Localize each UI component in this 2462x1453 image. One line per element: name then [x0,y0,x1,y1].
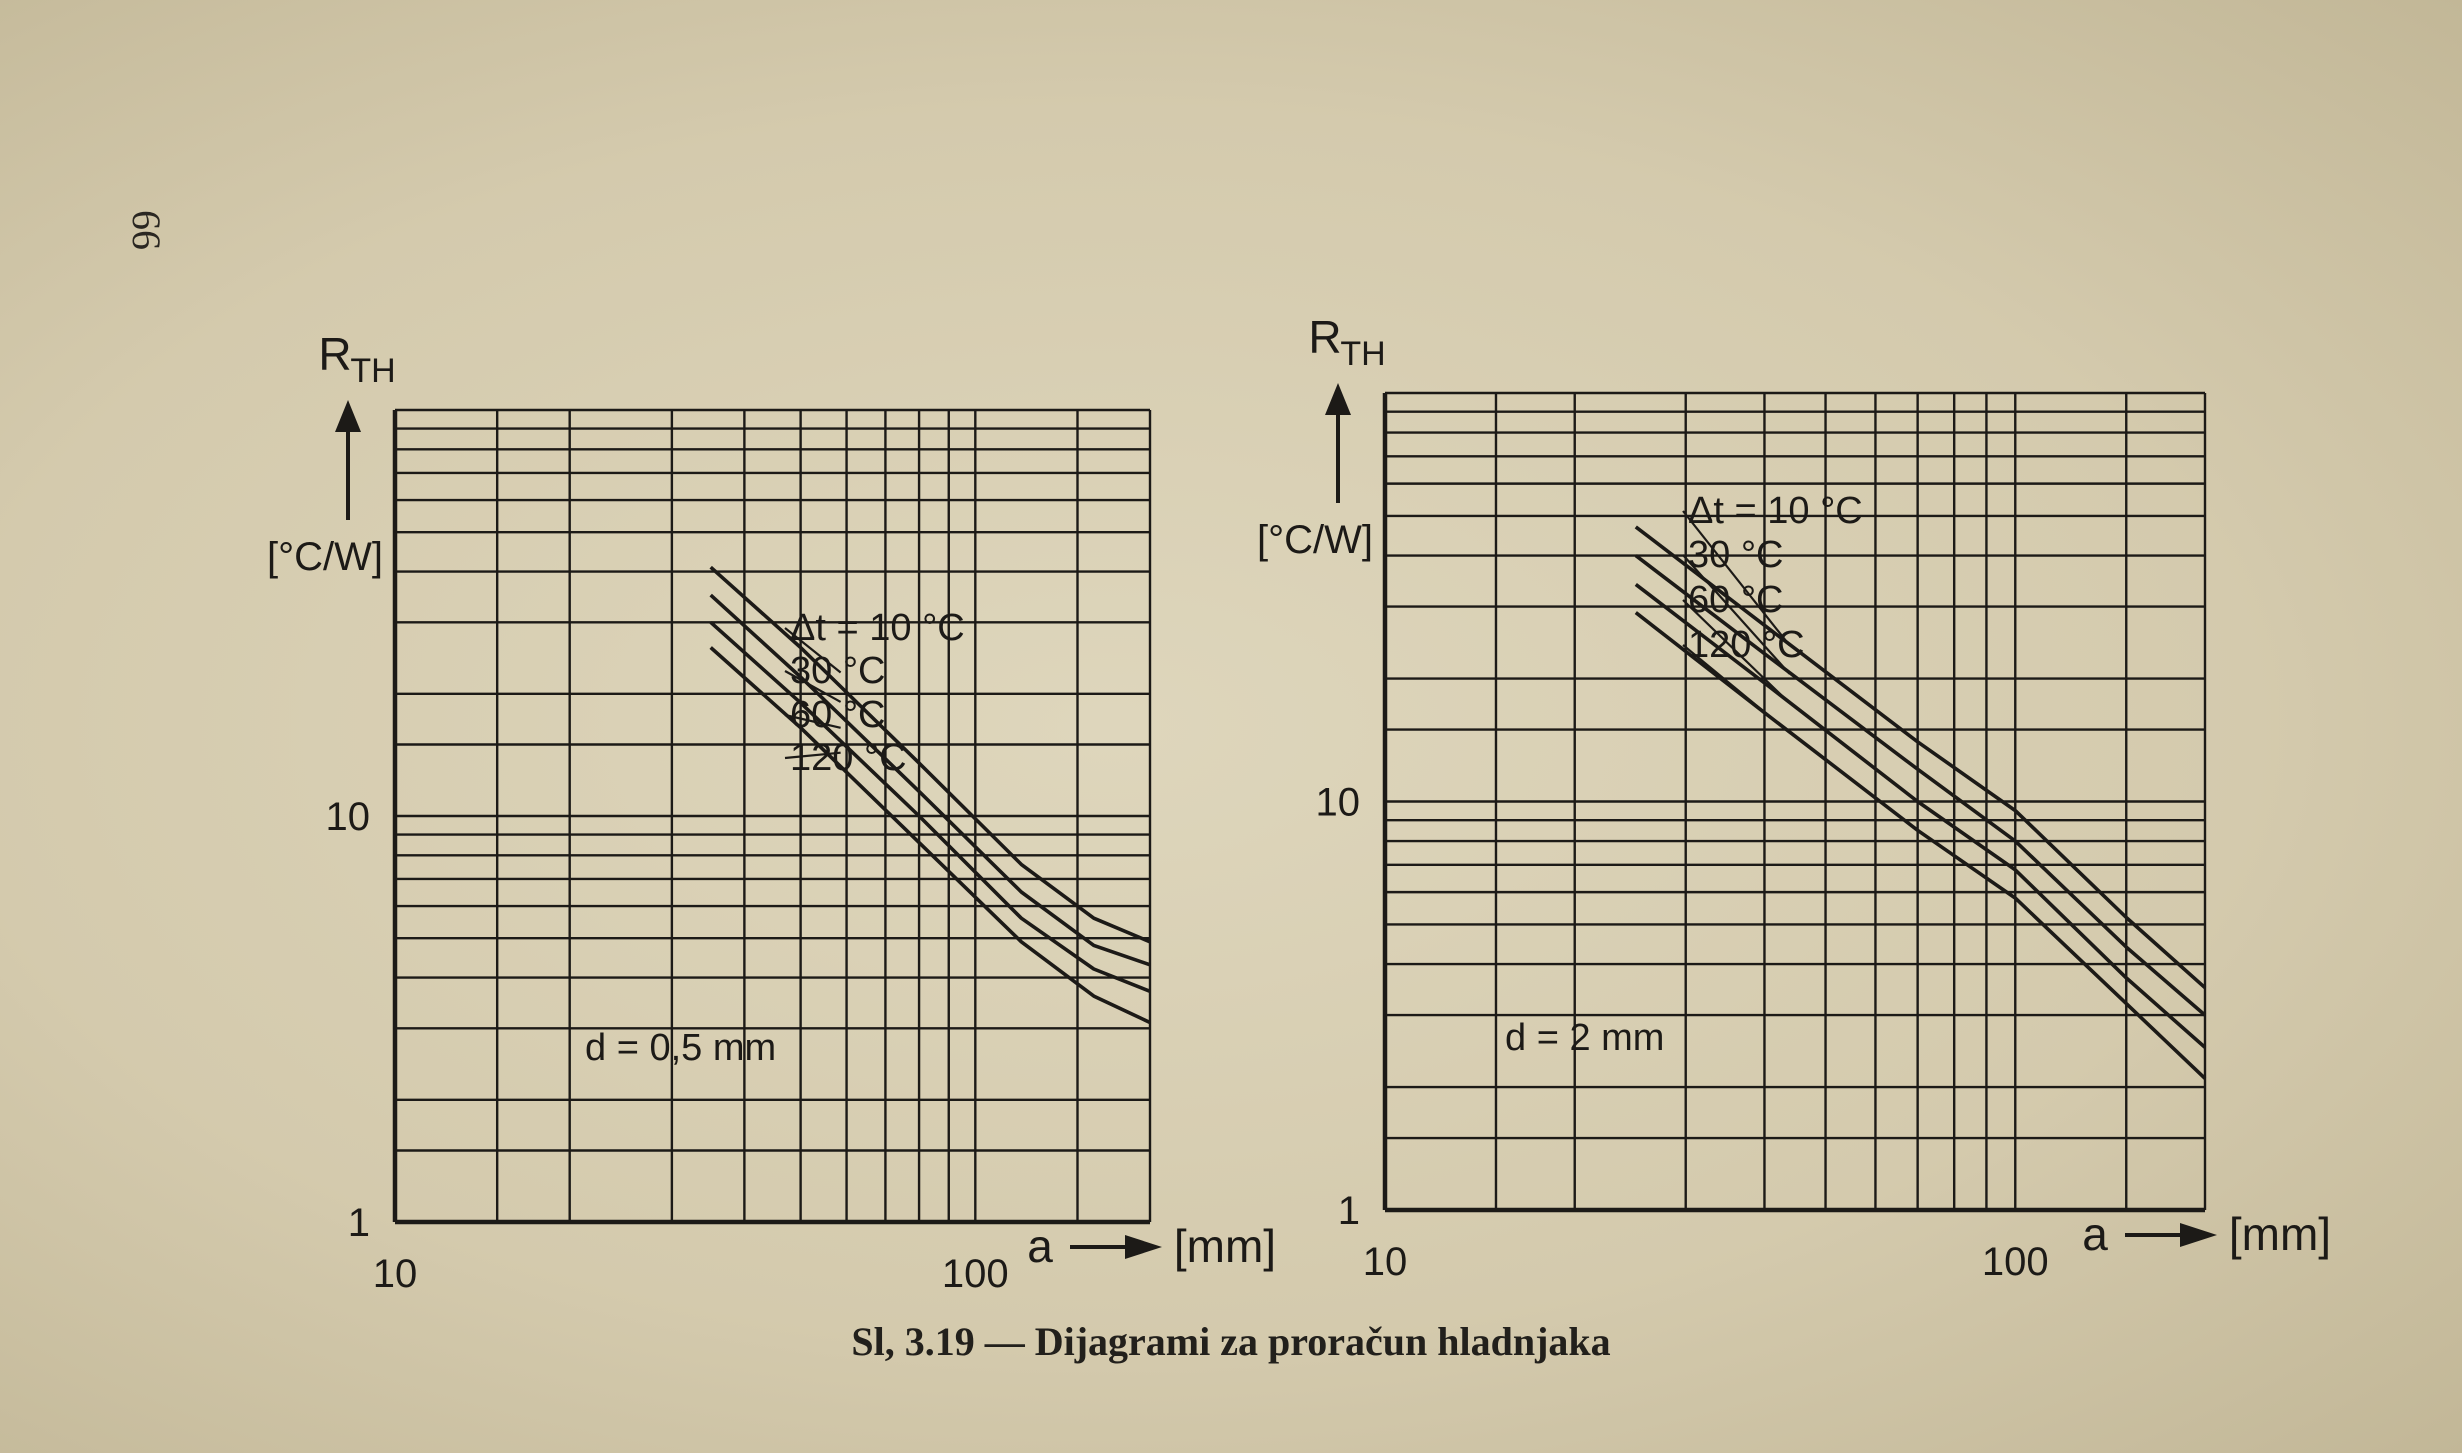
y-tick-label: 10 [326,795,371,839]
series-line [1634,582,2207,1049]
series-leader-line [1682,599,1791,704]
series-label: Δt = 10 °C [1688,490,1863,532]
y-axis-label-subscript: TH [350,352,395,390]
series-label: 120 °C [790,737,907,779]
x-tick-label: 100 [1982,1240,2049,1284]
series-leader-line [1682,644,1791,734]
series-label: 30 °C [1688,534,1783,576]
grid [393,408,1152,1224]
series-line [709,565,1151,944]
series-leader-line [784,627,842,674]
y-axis-label: R [1308,311,1341,363]
x-axis-unit: [mm] [2229,1208,2331,1260]
y-tick-label: 1 [1338,1189,1360,1233]
x-axis-arrowhead [1125,1235,1162,1259]
series-line [1634,554,2207,1017]
y-axis-unit: [°C/W] [1257,518,1373,562]
series-leader-line [784,751,841,760]
x-axis-unit: [mm] [1174,1220,1276,1272]
series-leader-line [1682,510,1791,646]
y-axis-arrowhead [335,400,361,432]
series-label: 60 °C [790,694,885,736]
series-label: Δt = 10 °C [790,607,965,649]
y-axis-label-subscript: TH [1340,335,1385,373]
series-line [1634,525,2207,990]
chart-annotation: d = 2 mm [1505,1017,1664,1059]
series-line [1634,611,2207,1080]
x-tick-label: 10 [1363,1240,1408,1284]
y-axis-label: R [318,328,351,380]
chart-annotation: d = 0,5 mm [585,1027,776,1069]
series-label: 60 °C [1688,579,1783,621]
series-line [709,620,1151,993]
series-leader-line [1682,554,1791,675]
series-label: 30 °C [790,650,885,692]
y-tick-label: 1 [348,1201,370,1245]
series-leader-line [784,713,841,729]
x-tick-label: 100 [942,1252,1009,1296]
x-tick-label: 10 [373,1252,418,1296]
series-leader-line [784,670,842,703]
figure-caption: Sl, 3.19 — Dijagrami za proračun hladnja… [851,1319,1611,1364]
x-axis-label: a [1027,1220,1053,1272]
y-axis-unit: [°C/W] [267,535,383,579]
y-tick-label: 10 [1316,781,1361,825]
x-axis-arrowhead [2180,1223,2217,1247]
y-axis-arrowhead [1325,383,1351,415]
series-label: 120 °C [1688,624,1805,666]
series-line [709,646,1151,1025]
series-line [709,593,1151,967]
x-axis-label: a [2082,1208,2108,1260]
